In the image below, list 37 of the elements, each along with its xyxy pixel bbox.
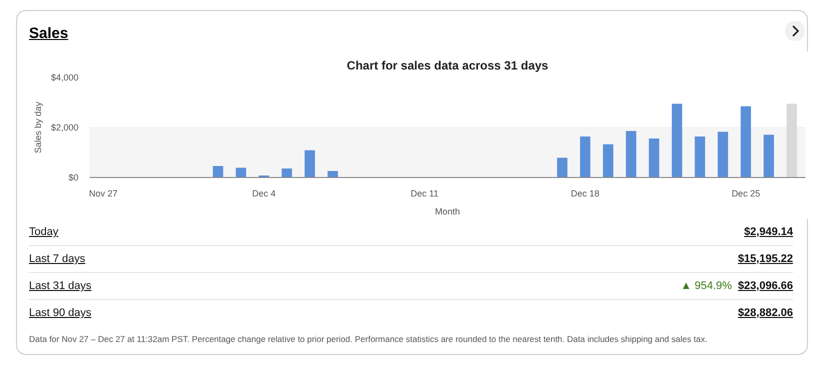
text: Today	[29, 225, 58, 240]
text: $2,949.14	[744, 226, 793, 238]
bar	[304, 150, 315, 178]
bar	[648, 138, 660, 178]
x-axis-title: Month	[434, 206, 460, 216]
bar	[557, 158, 568, 178]
bar	[786, 104, 797, 178]
text: ▲ 954.9%	[680, 280, 732, 292]
text: Last 7 days	[29, 252, 86, 267]
bar	[282, 168, 292, 178]
x-tick-label: Nov 27	[89, 188, 118, 198]
text: Last 90 days	[29, 306, 92, 321]
x-tick-label: Dec 18	[570, 188, 600, 198]
bar	[212, 166, 224, 178]
text: Sales	[29, 24, 68, 44]
x-tick-label: Dec 11	[410, 188, 438, 198]
x-tick-label: Dec 4	[252, 188, 276, 198]
bar	[694, 136, 706, 178]
text: Data for Nov 27 – Dec 27 at 11:32am PST. Percentage change relative to prior period. Performance statistics are rounded to the nearest tenth. Data includes shipping and sales tax.	[29, 333, 708, 346]
y-tick-label: $0	[68, 172, 79, 182]
bar	[740, 106, 751, 178]
text: $15,195.22	[738, 253, 793, 265]
text: $28,882.06	[738, 307, 793, 319]
chart-title: Chart for sales data across 31 days	[346, 58, 549, 72]
bar	[328, 171, 338, 178]
y-tick-label: $2,000	[50, 122, 79, 132]
bar	[580, 136, 590, 178]
text: Last 31 days	[29, 279, 92, 294]
bar	[626, 131, 636, 178]
bar	[672, 104, 682, 178]
bar	[602, 144, 614, 178]
y-axis-title: Sales by day	[32, 101, 43, 154]
bar	[718, 132, 728, 178]
text: $23,096.66	[738, 280, 793, 292]
bar	[764, 134, 774, 178]
x-tick-label: Dec 25	[732, 188, 760, 198]
y-tick-label: $4,000	[50, 72, 79, 82]
